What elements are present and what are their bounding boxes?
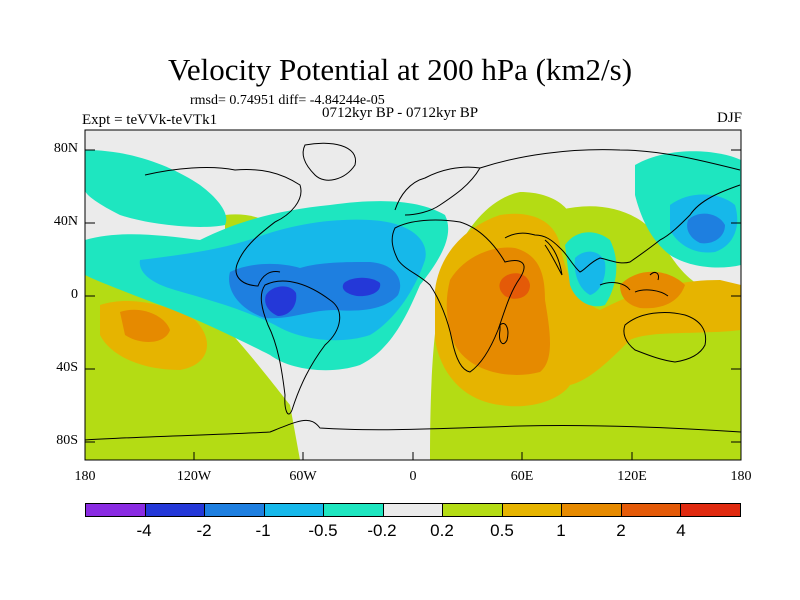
colorbar-swatch xyxy=(562,504,622,516)
field-region-neg-north xyxy=(85,150,227,227)
field-region-orange-pacific xyxy=(120,309,170,342)
coast-antarctica xyxy=(85,419,741,441)
colorbar-swatch xyxy=(86,504,146,516)
axis-ticks xyxy=(85,149,741,460)
lon-label-180w: 180 xyxy=(74,469,96,484)
coastlines xyxy=(85,142,741,441)
colorbar-swatch xyxy=(145,504,206,516)
colorbar-label: -0.5 xyxy=(308,521,338,540)
lat-label-80s: 80S xyxy=(56,433,78,448)
lon-label-180e: 180 xyxy=(730,469,752,484)
colorbar-swatch xyxy=(621,504,682,516)
coast-maritime-continent xyxy=(599,272,669,297)
lon-label-60e: 60E xyxy=(510,469,534,484)
colorbar-label: 4 xyxy=(676,521,686,540)
colorbar-label: -2 xyxy=(196,521,212,540)
colorbar-label: -1 xyxy=(255,521,271,540)
colorbar-swatch xyxy=(443,504,503,516)
lat-label-40n: 40N xyxy=(53,214,78,229)
field-region-lblue-seasia xyxy=(574,251,606,295)
colorbar-swatch xyxy=(681,504,741,516)
lon-label-60w: 60W xyxy=(289,469,317,484)
lat-label-0: 0 xyxy=(71,287,78,302)
coast-africa xyxy=(391,219,525,373)
colorbar-label: 0.5 xyxy=(490,521,514,540)
contour-field xyxy=(85,130,741,460)
period-label: 0712kyr BP - 0712kyr BP xyxy=(322,105,479,121)
colorbar xyxy=(85,503,741,517)
coast-madagascar xyxy=(499,323,509,345)
field-region-dblue-atlantic xyxy=(342,277,381,297)
lat-label-40s: 40S xyxy=(56,360,78,375)
lon-label-120w: 120W xyxy=(176,469,212,484)
colorbar-label: -4 xyxy=(136,521,152,540)
field-region-dblue-sa xyxy=(265,286,297,316)
coast-north-america xyxy=(144,167,302,287)
coast-south-america xyxy=(260,280,340,415)
field-region-blue-east xyxy=(687,213,725,244)
colorbar-swatch xyxy=(383,504,444,516)
colorbar-label: 2 xyxy=(616,521,626,540)
experiment-label: Expt = teVVk-teVTk1 xyxy=(82,112,218,128)
plot-title: Velocity Potential at 200 hPa (km2/s) xyxy=(167,52,633,87)
rmsd-diff-text: rmsd= 0.74951 diff= -4.84244e-05 xyxy=(190,93,385,108)
coast-india xyxy=(544,239,563,276)
lon-label-0: 0 xyxy=(409,469,417,484)
colorbar-swatch xyxy=(324,504,384,516)
lon-label-120e: 120E xyxy=(617,469,647,484)
colorbar-label: -0.2 xyxy=(367,521,397,540)
colorbar-label: 0.2 xyxy=(430,521,454,540)
colorbar-swatch xyxy=(264,504,325,516)
coast-australia xyxy=(623,311,707,363)
coast-greenland xyxy=(302,142,356,181)
coast-asia xyxy=(479,149,741,273)
colorbar-swatch xyxy=(205,504,265,516)
colorbar-label: 1 xyxy=(556,521,566,540)
colorbar-swatch xyxy=(502,504,563,516)
lat-label-80n: 80N xyxy=(53,141,78,156)
season-label: DJF xyxy=(716,110,742,126)
